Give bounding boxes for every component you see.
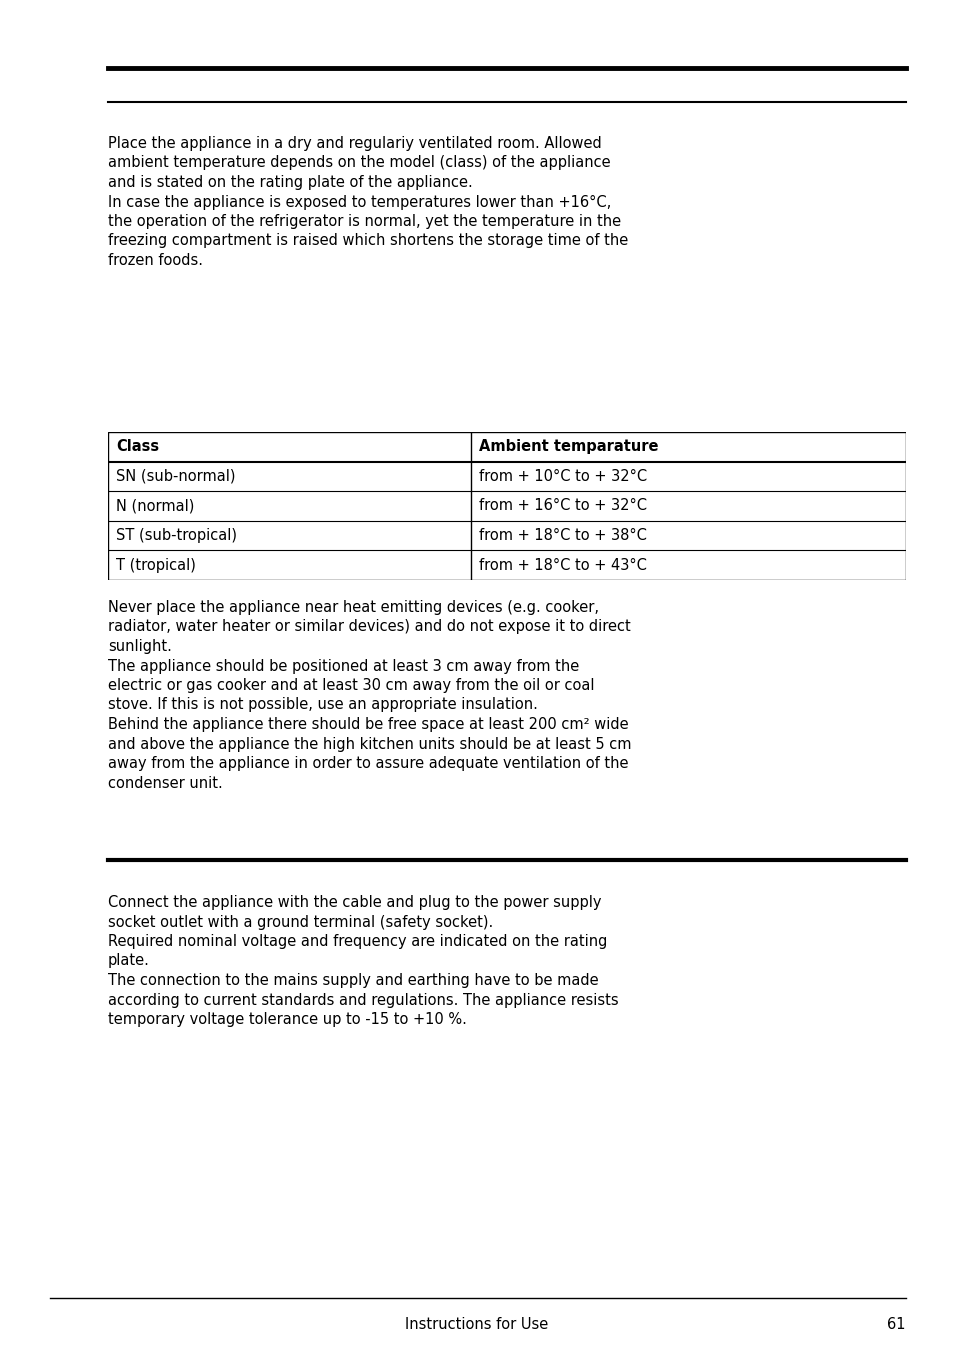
- Text: and is stated on the rating plate of the appliance.: and is stated on the rating plate of the…: [108, 174, 473, 191]
- Text: SN (sub-normal): SN (sub-normal): [116, 469, 235, 484]
- Text: temporary voltage tolerance up to -15 to +10 %.: temporary voltage tolerance up to -15 to…: [108, 1013, 466, 1028]
- Text: plate.: plate.: [108, 953, 150, 968]
- Text: Required nominal voltage and frequency are indicated on the rating: Required nominal voltage and frequency a…: [108, 934, 607, 949]
- Text: Class: Class: [116, 439, 159, 454]
- Text: freezing compartment is raised which shortens the storage time of the: freezing compartment is raised which sho…: [108, 234, 628, 249]
- Text: from + 16°C to + 32°C: from + 16°C to + 32°C: [478, 499, 646, 514]
- Text: frozen foods.: frozen foods.: [108, 253, 203, 268]
- Text: Ambient temparature: Ambient temparature: [478, 439, 658, 454]
- Text: condenser unit.: condenser unit.: [108, 776, 222, 791]
- Text: radiator, water heater or similar devices) and do not expose it to direct: radiator, water heater or similar device…: [108, 619, 630, 634]
- Text: the operation of the refrigerator is normal, yet the temperature in the: the operation of the refrigerator is nor…: [108, 214, 620, 228]
- Text: from + 10°C to + 32°C: from + 10°C to + 32°C: [478, 469, 646, 484]
- Text: ST (sub-tropical): ST (sub-tropical): [116, 529, 236, 544]
- Text: Never place the appliance near heat emitting devices (e.g. cooker,: Never place the appliance near heat emit…: [108, 600, 598, 615]
- Text: stove. If this is not possible, use an appropriate insulation.: stove. If this is not possible, use an a…: [108, 698, 537, 713]
- Text: from + 18°C to + 38°C: from + 18°C to + 38°C: [478, 529, 646, 544]
- Text: sunlight.: sunlight.: [108, 639, 172, 654]
- Text: Behind the appliance there should be free space at least 200 cm² wide: Behind the appliance there should be fre…: [108, 717, 628, 731]
- Text: In case the appliance is exposed to temperatures lower than +16°C,: In case the appliance is exposed to temp…: [108, 195, 611, 210]
- Text: electric or gas cooker and at least 30 cm away from the oil or coal: electric or gas cooker and at least 30 c…: [108, 677, 594, 694]
- Text: The appliance should be positioned at least 3 cm away from the: The appliance should be positioned at le…: [108, 658, 578, 673]
- Text: Connect the appliance with the cable and plug to the power supply: Connect the appliance with the cable and…: [108, 895, 601, 910]
- Text: Place the appliance in a dry and regulariy ventilated room. Allowed: Place the appliance in a dry and regular…: [108, 137, 601, 151]
- Text: T (tropical): T (tropical): [116, 558, 195, 573]
- Text: 61: 61: [886, 1317, 905, 1332]
- Text: socket outlet with a ground terminal (safety socket).: socket outlet with a ground terminal (sa…: [108, 914, 493, 930]
- Text: away from the appliance in order to assure adequate ventilation of the: away from the appliance in order to assu…: [108, 756, 628, 771]
- Text: ambient temperature depends on the model (class) of the appliance: ambient temperature depends on the model…: [108, 155, 610, 170]
- Text: from + 18°C to + 43°C: from + 18°C to + 43°C: [478, 558, 646, 573]
- Text: N (normal): N (normal): [116, 499, 194, 514]
- Text: and above the appliance the high kitchen units should be at least 5 cm: and above the appliance the high kitchen…: [108, 737, 631, 752]
- Text: Instructions for Use: Instructions for Use: [405, 1317, 548, 1332]
- Text: according to current standards and regulations. The appliance resists: according to current standards and regul…: [108, 992, 618, 1007]
- Text: The connection to the mains supply and earthing have to be made: The connection to the mains supply and e…: [108, 973, 598, 988]
